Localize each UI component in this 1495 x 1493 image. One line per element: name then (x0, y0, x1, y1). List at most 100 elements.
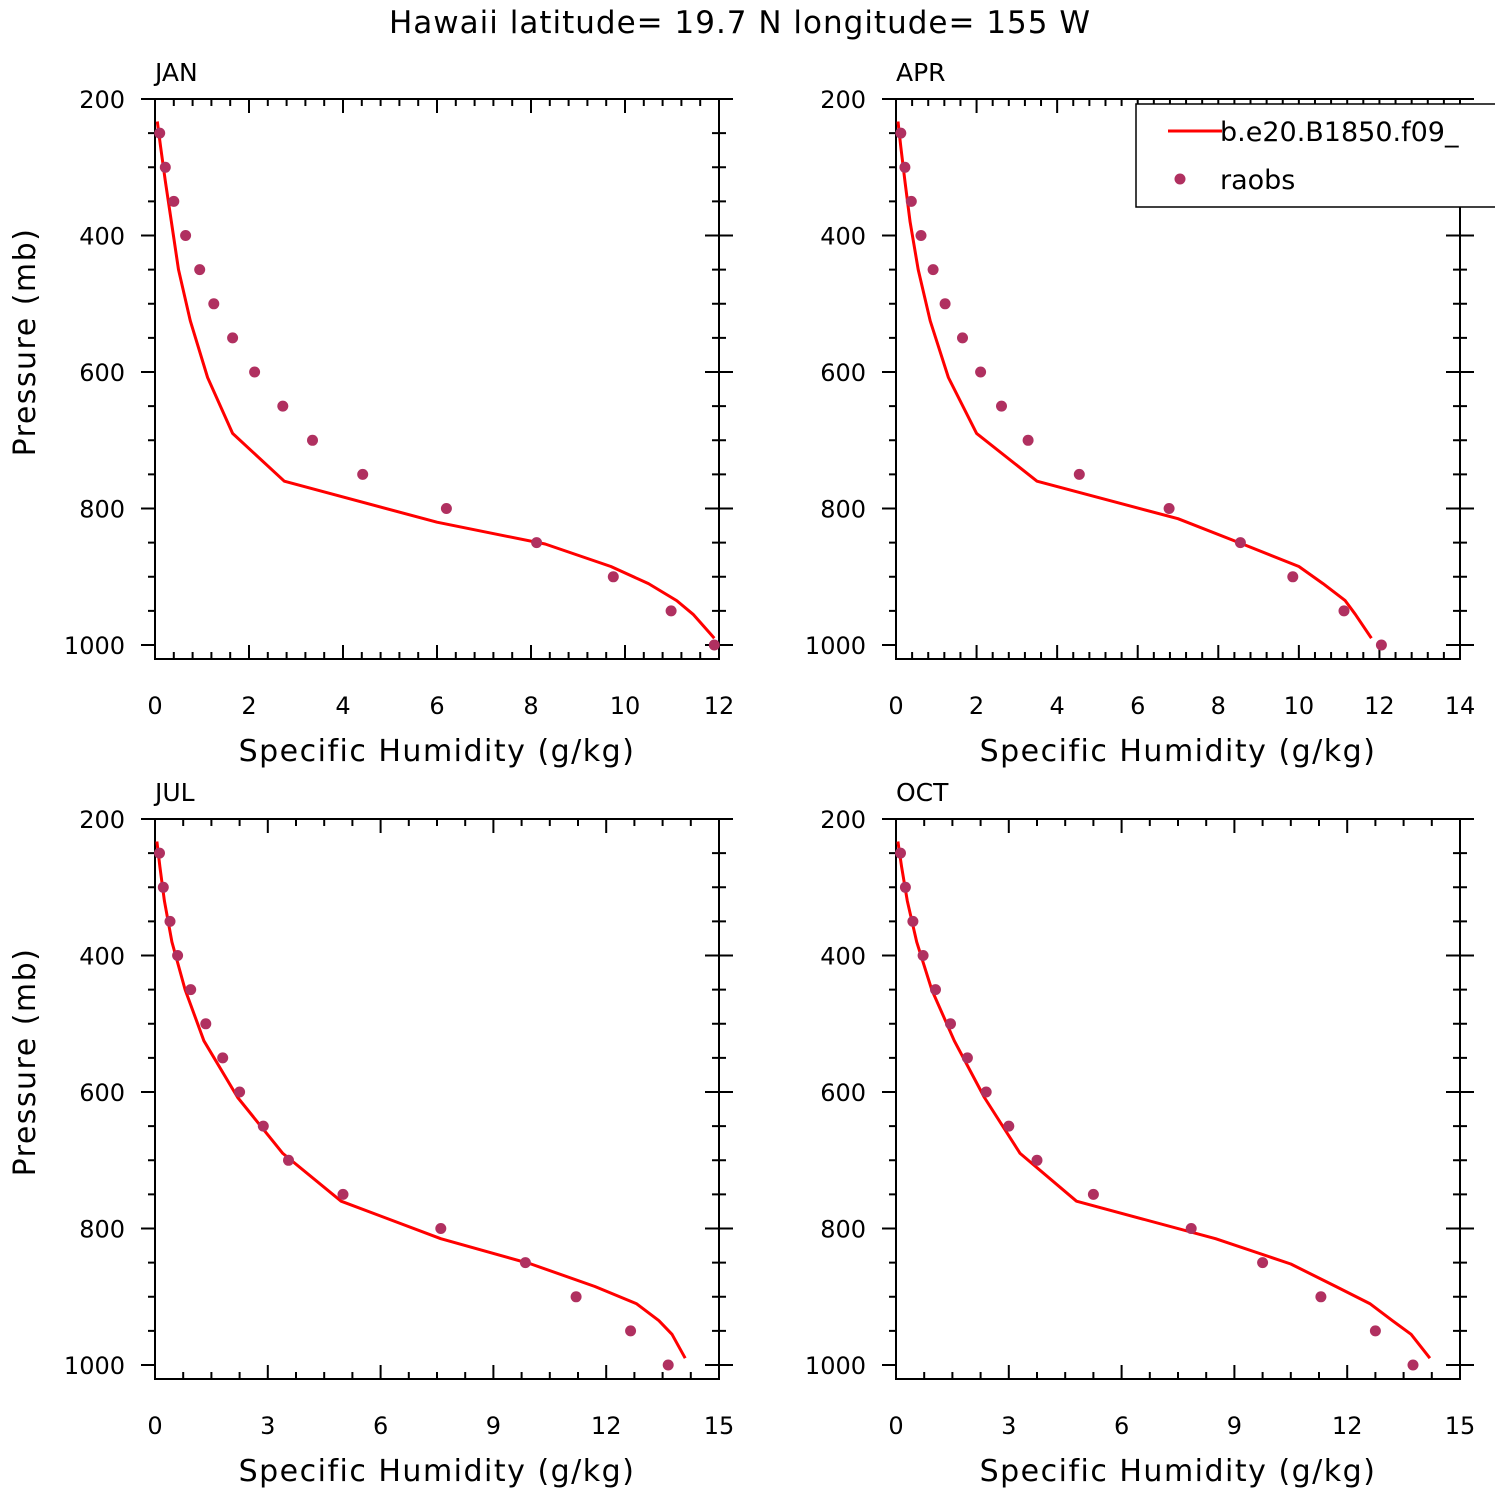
raobs-point (927, 264, 939, 276)
legend-marker-swatch (1174, 173, 1186, 185)
x-tick-label: 4 (1050, 692, 1065, 720)
raobs-point (895, 127, 907, 139)
raobs-point (895, 847, 906, 859)
panel-label: APR (896, 58, 946, 87)
raobs-point (337, 1188, 349, 1200)
panel-oct: OCT 0 3 6 9 12 15 200 400 600 800 1000 Specific Humi… (805, 778, 1475, 1489)
y-tick-label: 400 (820, 223, 866, 251)
raobs-point (257, 1120, 269, 1132)
raobs-point (1185, 1223, 1197, 1234)
y-tick-label: 400 (820, 943, 866, 971)
raobs-point (154, 847, 165, 859)
raobs-point (1234, 537, 1246, 549)
x-tick-label: 8 (1211, 692, 1226, 720)
x-tick-label: 3 (260, 1412, 275, 1440)
raobs-point (1369, 1325, 1381, 1337)
x-tick-label: 9 (486, 1412, 501, 1440)
y-axis-label: Pressure (mb) (8, 948, 43, 1177)
raobs-point (945, 1018, 956, 1030)
x-tick-label: 0 (888, 692, 903, 720)
x-tick-label: 6 (1130, 692, 1145, 720)
x-tick-label: 14 (1445, 692, 1476, 720)
series-line-model (155, 121, 716, 640)
raobs-point (227, 332, 239, 344)
raobs-point (996, 400, 1007, 412)
y-tick-label: 800 (820, 1216, 866, 1244)
raobs-point (208, 298, 220, 310)
x-tick-label: 8 (523, 692, 538, 720)
raobs-point (662, 1359, 674, 1371)
x-tick-label: 6 (429, 692, 444, 720)
raobs-point (570, 1291, 582, 1303)
y-tick-label: 200 (820, 806, 866, 834)
y-tick-label: 400 (79, 223, 125, 251)
series-line-model (155, 841, 687, 1359)
x-tick-label: 2 (241, 692, 256, 720)
raobs-point (1163, 503, 1175, 514)
legend-model-label: b.e20.B1850.f09_ (1220, 117, 1459, 148)
raobs-point (1031, 1154, 1043, 1166)
panel-jul: JUL 0 3 6 9 12 15 200 400 600 800 1000 Specific Humi… (8, 778, 734, 1489)
plot-frame (154, 98, 720, 660)
x-axis-label: Specific Humidity (g/kg) (239, 1454, 636, 1489)
x-tick-label: 0 (147, 1412, 162, 1440)
raobs-point (957, 332, 968, 344)
raobs-point (625, 1325, 637, 1337)
raobs-point (1073, 468, 1085, 480)
raobs-point (708, 639, 720, 651)
x-tick-label: 10 (610, 692, 641, 720)
raobs-point (975, 366, 987, 378)
x-tick-label: 0 (888, 1412, 903, 1440)
panel-label: JUL (153, 778, 195, 807)
panel-label: JAN (153, 58, 198, 87)
x-axis-label: Specific Humidity (g/kg) (239, 734, 636, 769)
y-tick-label: 200 (820, 86, 866, 114)
raobs-point (164, 915, 176, 927)
raobs-point (899, 161, 911, 173)
x-tick-label: 6 (1114, 1412, 1129, 1440)
y-tick-label: 200 (79, 86, 125, 114)
raobs-point (217, 1052, 229, 1064)
raobs-point (917, 950, 929, 961)
x-tick-label: 12 (704, 692, 735, 720)
x-tick-label: 3 (1001, 1412, 1016, 1440)
raobs-point (249, 366, 261, 378)
legend-box (1135, 103, 1495, 208)
main-title: Hawaii latitude= 19.7 N longitude= 155 W (389, 5, 1091, 41)
raobs-point (899, 881, 911, 893)
raobs-point (939, 298, 951, 310)
raobs-point (180, 230, 192, 241)
raobs-point (194, 264, 206, 276)
y-tick-label: 200 (79, 806, 125, 834)
raobs-point (1407, 1359, 1419, 1371)
raobs-point (907, 915, 919, 927)
raobs-point (157, 881, 169, 893)
panel-jan: JAN 0 2 4 6 8 10 12 200 400 600 800 1000 Specific Hum… (8, 58, 734, 769)
y-tick-label: 1000 (64, 1352, 125, 1380)
plot-frame (895, 818, 1461, 1380)
y-tick-label: 800 (79, 496, 125, 524)
x-axis-label: Specific Humidity (g/kg) (980, 734, 1377, 769)
raobs-point (980, 1086, 992, 1098)
raobs-point (961, 1052, 973, 1064)
x-tick-label: 4 (335, 692, 350, 720)
y-tick-label: 800 (79, 1216, 125, 1244)
raobs-point (277, 400, 289, 412)
raobs-point (1375, 639, 1387, 651)
y-tick-label: 600 (79, 359, 125, 387)
y-axis-label: Pressure (mb) (8, 228, 43, 457)
raobs-point (234, 1086, 246, 1098)
raobs-point (435, 1223, 447, 1234)
y-tick-label: 600 (820, 359, 866, 387)
raobs-point (1287, 571, 1299, 583)
raobs-point (1022, 434, 1034, 446)
y-tick-label: 600 (79, 1079, 125, 1107)
raobs-point (200, 1018, 212, 1030)
raobs-point (1315, 1291, 1327, 1303)
y-tick-label: 800 (820, 496, 866, 524)
x-tick-label: 12 (591, 1412, 622, 1440)
panel-label: OCT (896, 778, 949, 807)
raobs-point (607, 571, 619, 583)
x-tick-label: 6 (373, 1412, 388, 1440)
